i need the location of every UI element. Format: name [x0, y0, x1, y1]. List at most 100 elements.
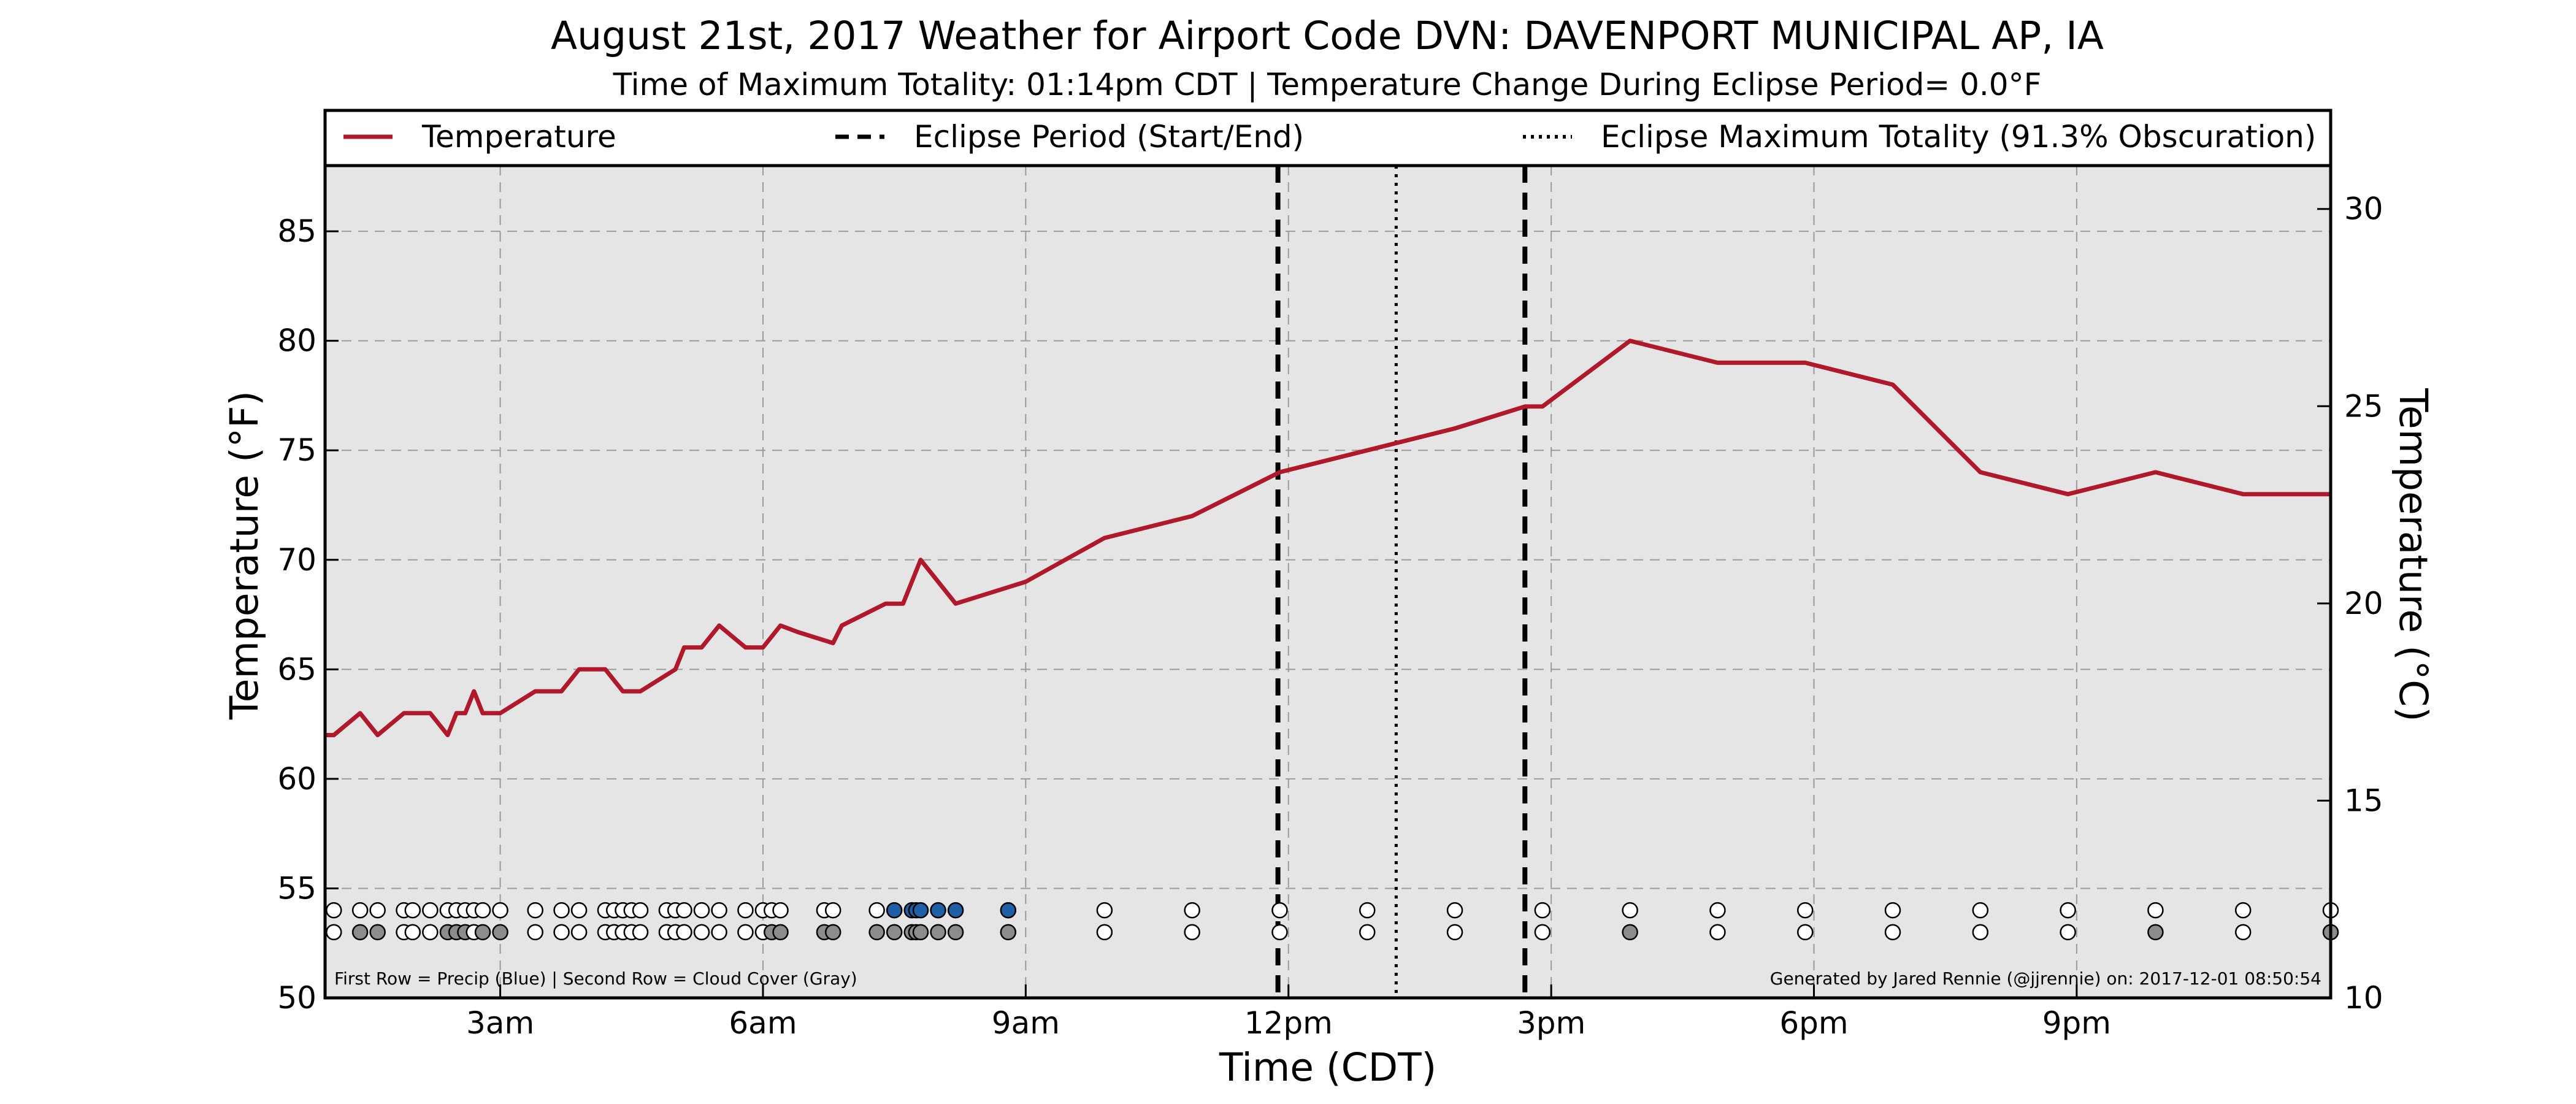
cloud-marker: [1184, 924, 1200, 941]
y-tick-label: 65: [277, 651, 316, 687]
cloud-marker: [422, 924, 439, 941]
cloud-marker-gray: [772, 924, 789, 941]
cloud-marker-gray: [1000, 924, 1017, 941]
grid-lines: [325, 166, 2331, 998]
cloud-marker-gray: [474, 924, 491, 941]
precip-marker: [369, 902, 386, 919]
precip-marker: [1709, 902, 1726, 919]
cloud-marker-gray: [1622, 924, 1638, 941]
y-tick-label: 75: [277, 432, 316, 468]
precip-marker: [737, 902, 754, 919]
precip-marker: [1446, 902, 1463, 919]
x-tick-label: 3pm: [1517, 1005, 1585, 1041]
precip-marker: [1534, 902, 1551, 919]
cloud-marker-gray: [824, 924, 841, 941]
eclipse-lines: [1275, 166, 1528, 998]
cloud-marker-gray: [947, 924, 964, 941]
precip-cloud-markers: [326, 902, 2339, 941]
y-right-tick-label: 25: [2344, 388, 2383, 424]
precip-marker: [1096, 902, 1113, 919]
plot-frame: [323, 109, 2333, 1000]
legend-eclipse-max-label: Eclipse Maximum Totality (91.3% Obscurat…: [1601, 119, 2316, 155]
y-axis-label-right: Temperature (°C): [2391, 388, 2436, 722]
precip-marker: [553, 902, 570, 919]
y-tick-label: 50: [277, 980, 316, 1016]
y-right-tick-label: 20: [2344, 586, 2383, 621]
cloud-marker-gray: [930, 924, 946, 941]
x-tick-label: 9am: [992, 1005, 1060, 1041]
cloud-marker: [2234, 924, 2252, 941]
cloud-marker: [737, 924, 754, 941]
precip-marker: [1622, 902, 1638, 919]
temperature-line: [325, 339, 2331, 737]
x-axis: 3am 6am 9am 12pm 3pm 6pm 9pm: [466, 984, 2111, 1041]
chart-title: August 21st, 2017 Weather for Airport Co…: [551, 13, 2104, 58]
annotation-legend-note: First Row = Precip (Blue) | Second Row =…: [334, 968, 857, 989]
y-axis-left: 50 55 60 65 70 75 80 85: [277, 213, 339, 1016]
y-tick-label: 85: [277, 213, 316, 249]
cloud-marker-gray: [912, 924, 929, 941]
precip-marker: [632, 902, 649, 919]
precip-marker: [422, 902, 439, 919]
cloud-marker-gray: [492, 924, 508, 941]
precip-marker: [2234, 902, 2252, 919]
precip-marker-blue: [1000, 902, 1017, 919]
legend-temperature-label: Temperature: [421, 119, 616, 155]
x-tick-label: 3am: [466, 1005, 534, 1041]
precip-marker-blue: [886, 902, 903, 919]
cloud-marker: [1884, 924, 1901, 941]
y-tick-label: 80: [277, 323, 316, 359]
cloud-marker: [1709, 924, 1726, 941]
precip-marker: [351, 902, 369, 919]
precip-marker: [1796, 902, 1814, 919]
cloud-marker: [527, 924, 543, 941]
precip-marker: [2060, 902, 2076, 919]
precip-marker: [326, 902, 342, 919]
precip-marker: [1184, 902, 1200, 919]
precip-marker: [676, 902, 692, 919]
precip-marker: [824, 902, 841, 919]
plot-area: [325, 166, 2331, 998]
cloud-marker: [1972, 924, 1989, 941]
cloud-marker-gray: [369, 924, 386, 941]
x-tick-label: 12pm: [1244, 1005, 1333, 1041]
cloud-marker: [711, 924, 727, 941]
x-tick-label: 6am: [729, 1005, 797, 1041]
annotation-generated-by: Generated by Jared Rennie (@jjrennie) on…: [1770, 968, 2321, 989]
cloud-marker: [632, 924, 649, 941]
y-right-tick-label: 15: [2344, 783, 2383, 818]
cloud-marker: [1534, 924, 1551, 941]
precip-marker: [772, 902, 789, 919]
x-tick-label: 6pm: [1779, 1005, 1848, 1041]
cloud-marker-gray: [2147, 924, 2164, 941]
precip-marker: [693, 902, 710, 919]
y-right-tick-label: 30: [2344, 191, 2383, 227]
precip-marker: [527, 902, 543, 919]
cloud-marker: [1359, 924, 1376, 941]
precip-marker-blue: [947, 902, 964, 919]
cloud-marker: [1271, 924, 1288, 941]
precip-marker: [570, 902, 588, 919]
cloud-marker-gray: [868, 924, 885, 941]
cloud-marker: [553, 924, 570, 941]
precip-marker-blue: [912, 902, 929, 919]
y-axis-right: 10 15 20 25 30: [2317, 191, 2383, 1016]
precip-marker-blue: [930, 902, 946, 919]
precip-marker: [1359, 902, 1376, 919]
x-tick-label: 9pm: [2042, 1005, 2111, 1041]
legend-eclipse-period-label: Eclipse Period (Start/End): [914, 119, 1304, 155]
precip-marker: [2147, 902, 2164, 919]
cloud-marker: [1796, 924, 1814, 941]
precip-marker: [492, 902, 508, 919]
y-tick-label: 55: [277, 870, 316, 906]
cloud-marker: [1096, 924, 1113, 941]
precip-marker: [868, 902, 885, 919]
temperature-series: [325, 339, 2331, 737]
y-tick-label: 70: [277, 542, 316, 578]
precip-marker: [1271, 902, 1288, 919]
cloud-marker: [1446, 924, 1463, 941]
y-right-tick-label: 10: [2344, 980, 2383, 1016]
precip-marker: [711, 902, 727, 919]
cloud-marker-gray: [351, 924, 369, 941]
